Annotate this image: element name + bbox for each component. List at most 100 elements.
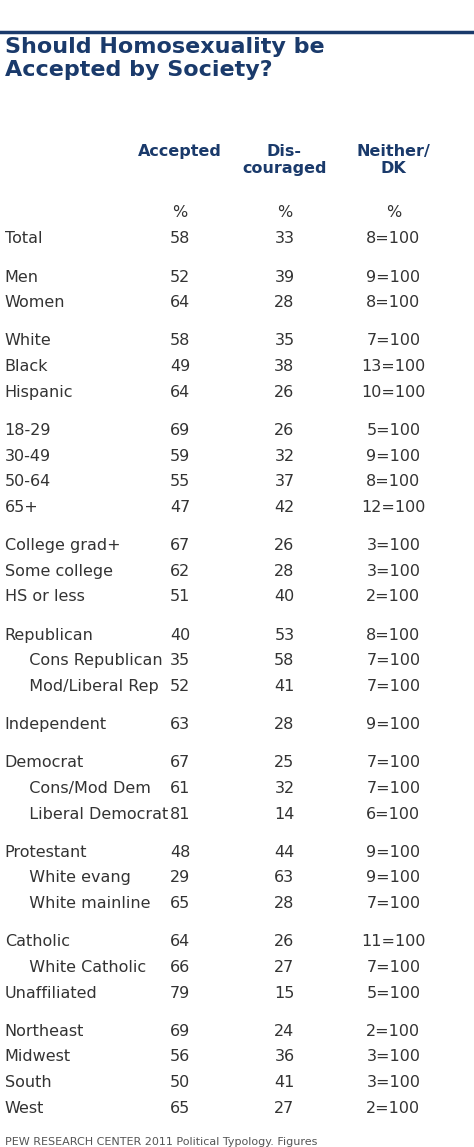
Text: White evang: White evang	[19, 871, 131, 885]
Text: 6=100: 6=100	[366, 806, 420, 821]
Text: 53: 53	[274, 627, 294, 642]
Text: 24: 24	[274, 1024, 294, 1039]
Text: 2=100: 2=100	[366, 1101, 420, 1116]
Text: 59: 59	[170, 448, 190, 463]
Text: 49: 49	[170, 359, 190, 374]
Text: 5=100: 5=100	[366, 985, 420, 1000]
Text: 44: 44	[274, 845, 294, 860]
Text: 15: 15	[274, 985, 294, 1000]
Text: 28: 28	[274, 563, 294, 578]
Text: Independent: Independent	[5, 717, 107, 732]
Text: Republican: Republican	[5, 627, 94, 642]
Text: 63: 63	[170, 717, 190, 732]
Text: Catholic: Catholic	[5, 935, 70, 950]
Text: 9=100: 9=100	[366, 270, 420, 284]
Text: 9=100: 9=100	[366, 717, 420, 732]
Text: %: %	[173, 204, 188, 219]
Text: 42: 42	[274, 500, 294, 515]
Text: 58: 58	[170, 334, 190, 349]
Text: Hispanic: Hispanic	[5, 384, 73, 399]
Text: 8=100: 8=100	[366, 295, 420, 310]
Text: Should Homosexuality be
Accepted by Society?: Should Homosexuality be Accepted by Soci…	[5, 38, 324, 80]
Text: West: West	[5, 1101, 44, 1116]
Text: Mod/Liberal Rep: Mod/Liberal Rep	[19, 679, 159, 694]
Text: 56: 56	[170, 1050, 190, 1064]
Text: White mainline: White mainline	[19, 896, 150, 911]
Text: Northeast: Northeast	[5, 1024, 84, 1039]
Text: 3=100: 3=100	[366, 563, 420, 578]
Text: 11=100: 11=100	[361, 935, 426, 950]
Text: 7=100: 7=100	[366, 896, 420, 911]
Text: 8=100: 8=100	[366, 627, 420, 642]
Text: Midwest: Midwest	[5, 1050, 71, 1064]
Text: 39: 39	[274, 270, 294, 284]
Text: 7=100: 7=100	[366, 653, 420, 668]
Text: 28: 28	[274, 896, 294, 911]
Text: 38: 38	[274, 359, 294, 374]
Text: 51: 51	[170, 590, 190, 604]
Text: 7=100: 7=100	[366, 781, 420, 796]
Text: 36: 36	[274, 1050, 294, 1064]
Text: 33: 33	[274, 232, 294, 247]
Text: 3=100: 3=100	[366, 1075, 420, 1090]
Text: 26: 26	[274, 423, 294, 438]
Text: 37: 37	[274, 474, 294, 489]
Text: 26: 26	[274, 538, 294, 553]
Text: 9=100: 9=100	[366, 448, 420, 463]
Text: 28: 28	[274, 295, 294, 310]
Text: Black: Black	[5, 359, 48, 374]
Text: Protestant: Protestant	[5, 845, 87, 860]
Text: Unaffiliated: Unaffiliated	[5, 985, 98, 1000]
Text: 65+: 65+	[5, 500, 38, 515]
Text: 30-49: 30-49	[5, 448, 51, 463]
Text: 64: 64	[170, 935, 190, 950]
Text: 41: 41	[274, 679, 294, 694]
Text: 7=100: 7=100	[366, 334, 420, 349]
Text: 28: 28	[274, 717, 294, 732]
Text: 9=100: 9=100	[366, 845, 420, 860]
Text: 50-64: 50-64	[5, 474, 51, 489]
Text: 14: 14	[274, 806, 294, 821]
Text: 62: 62	[170, 563, 190, 578]
Text: 41: 41	[274, 1075, 294, 1090]
Text: 13=100: 13=100	[361, 359, 426, 374]
Text: 40: 40	[274, 590, 294, 604]
Text: 50: 50	[170, 1075, 190, 1090]
Text: 27: 27	[274, 960, 294, 975]
Text: 47: 47	[170, 500, 190, 515]
Text: 52: 52	[170, 679, 190, 694]
Text: 35: 35	[170, 653, 190, 668]
Text: 8=100: 8=100	[366, 232, 420, 247]
Text: 7=100: 7=100	[366, 679, 420, 694]
Text: South: South	[5, 1075, 51, 1090]
Text: 48: 48	[170, 845, 190, 860]
Text: College grad+: College grad+	[5, 538, 120, 553]
Text: Neither/
DK: Neither/ DK	[356, 143, 430, 175]
Text: 58: 58	[170, 232, 190, 247]
Text: 29: 29	[170, 871, 190, 885]
Text: 40: 40	[170, 627, 190, 642]
Text: 63: 63	[274, 871, 294, 885]
Text: 35: 35	[274, 334, 294, 349]
Text: 10=100: 10=100	[361, 384, 426, 399]
Text: 12=100: 12=100	[361, 500, 426, 515]
Text: White Catholic: White Catholic	[19, 960, 146, 975]
Text: Dis-
couraged: Dis- couraged	[242, 143, 327, 175]
Text: 32: 32	[274, 448, 294, 463]
Text: 7=100: 7=100	[366, 756, 420, 771]
Text: Total: Total	[5, 232, 42, 247]
Text: 65: 65	[170, 1101, 190, 1116]
Text: HS or less: HS or less	[5, 590, 85, 604]
Text: 61: 61	[170, 781, 190, 796]
Text: 3=100: 3=100	[366, 1050, 420, 1064]
Text: %: %	[277, 204, 292, 219]
Text: 67: 67	[170, 538, 190, 553]
Text: PEW RESEARCH CENTER 2011 Political Typology. Figures
may not add to 100% because: PEW RESEARCH CENTER 2011 Political Typol…	[5, 1137, 317, 1147]
Text: 32: 32	[274, 781, 294, 796]
Text: 26: 26	[274, 935, 294, 950]
Text: Liberal Democrat: Liberal Democrat	[19, 806, 168, 821]
Text: 52: 52	[170, 270, 190, 284]
Text: Women: Women	[5, 295, 65, 310]
Text: 81: 81	[170, 806, 191, 821]
Text: 3=100: 3=100	[366, 538, 420, 553]
